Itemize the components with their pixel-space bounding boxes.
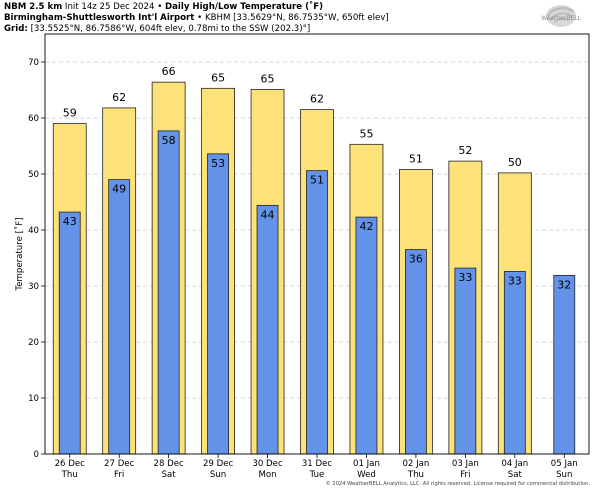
y-tick-label: 70 <box>28 58 39 68</box>
x-tick-date: 30 Dec <box>252 459 283 469</box>
x-tick-date: 01 Jan <box>353 459 380 469</box>
x-tick-date: 05 Jan <box>551 459 578 469</box>
low-value-label: 42 <box>359 220 373 233</box>
y-tick-label: 20 <box>28 338 39 348</box>
station-info: KBHM [33.5629°N, 86.7535°W, 650ft elev] <box>204 13 389 23</box>
x-tick-day: Sat <box>162 470 177 480</box>
low-value-label: 49 <box>112 183 126 196</box>
x-tick-day: Sun <box>556 470 572 480</box>
low-bar <box>207 153 229 455</box>
low-value-label: 43 <box>63 215 77 228</box>
grid-label: Grid <box>4 24 25 34</box>
low-value-label: 36 <box>409 253 423 266</box>
low-value-label: 58 <box>162 134 176 147</box>
y-tick-label: 30 <box>28 282 39 292</box>
header-line-1: NBM 2.5 km Init 14z 25 Dec 2024 • Daily … <box>4 2 524 13</box>
data-labels: 59 43 62 49 66 58 65 53 65 44 62 51 55 42 51 36 52 33 50 33… <box>63 65 572 291</box>
low-bar <box>553 274 576 455</box>
x-tick-day: Thu <box>407 470 424 480</box>
low-bar <box>108 179 131 455</box>
low-bar <box>405 249 427 455</box>
low-bar <box>306 170 328 455</box>
station-name: Birmingham-Shuttlesworth Int'l Airport <box>4 13 195 23</box>
x-tick-date: 31 Dec <box>302 459 333 469</box>
y-tick-label: 0 <box>34 450 39 460</box>
y-tick-label: 40 <box>28 226 39 236</box>
init-time: Init 14z 25 Dec 2024 <box>64 2 155 12</box>
x-tick-day: Mon <box>258 470 276 480</box>
x-tick-day: Sun <box>210 470 226 480</box>
y-tick-label: 60 <box>28 114 39 124</box>
x-tick-date: 02 Jan <box>402 459 429 469</box>
high-value-label: 52 <box>458 144 472 157</box>
high-value-label: 59 <box>63 107 77 120</box>
weatherbell-swirl-logo-icon: WeatherBELL <box>541 5 582 27</box>
low-value-label: 33 <box>458 271 472 284</box>
y-tick-label: 50 <box>28 170 39 180</box>
low-bar <box>58 211 81 455</box>
x-tick-day: Fri <box>114 470 124 480</box>
low-value-label: 32 <box>557 278 571 291</box>
bars <box>52 81 576 455</box>
copyright-notice: © 2024 WeatherBELL Analytics, LLC. All r… <box>325 481 590 487</box>
bullet-2: • <box>197 13 203 23</box>
x-tick-date: 29 Dec <box>203 459 234 469</box>
low-value-label: 53 <box>211 157 225 170</box>
x-tick-date: 27 Dec <box>104 459 135 469</box>
x-tick-date: 03 Jan <box>452 459 479 469</box>
x-tick-date: 26 Dec <box>55 459 86 469</box>
x-tick-date: 04 Jan <box>501 459 528 469</box>
product-name: Daily High/Low Temperature (˚F) <box>165 2 324 12</box>
x-tick-day: Tue <box>309 470 325 480</box>
x-tick-day: Fri <box>460 470 470 480</box>
x-tick-date: 28 Dec <box>153 459 184 469</box>
high-value-label: 62 <box>310 93 324 106</box>
header-line-3: Grid: [33.5525°N, 86.7586°W, 604ft elev,… <box>4 24 311 34</box>
low-bar <box>503 271 526 455</box>
logo-text: WeatherBELL <box>541 15 582 22</box>
high-value-label: 65 <box>261 72 275 85</box>
low-value-label: 44 <box>261 208 275 221</box>
low-bar <box>256 204 279 455</box>
low-bar <box>355 216 378 455</box>
chart-header: NBM 2.5 km Init 14z 25 Dec 2024 • Daily … <box>4 2 524 35</box>
x-tick-day: Sat <box>508 470 523 480</box>
low-bar <box>157 130 180 455</box>
low-bar <box>454 267 477 455</box>
plot-frame <box>44 33 590 455</box>
high-value-label: 65 <box>211 71 225 84</box>
header-line-2: Birmingham-Shuttlesworth Int'l Airport •… <box>4 13 524 24</box>
high-value-label: 66 <box>162 65 176 78</box>
x-tick-day: Wed <box>357 470 376 480</box>
low-value-label: 51 <box>310 174 324 187</box>
low-value-label: 33 <box>508 274 522 287</box>
weatherbell-logo: WeatherBELL <box>532 3 590 39</box>
y-tick-label: 10 <box>28 394 39 404</box>
high-value-label: 62 <box>112 91 126 104</box>
high-value-label: 51 <box>409 153 423 166</box>
y-axis-label: Temperature [˚F] <box>14 217 25 291</box>
x-tick-day: Thu <box>61 470 78 480</box>
model-name: NBM 2.5 km <box>4 2 63 12</box>
high-value-label: 55 <box>359 127 373 140</box>
high-value-label: 50 <box>508 156 522 169</box>
grid-info: [33.5525°N, 86.7586°W, 604ft elev, 0.78m… <box>30 24 311 34</box>
bullet-1: • <box>157 2 163 12</box>
